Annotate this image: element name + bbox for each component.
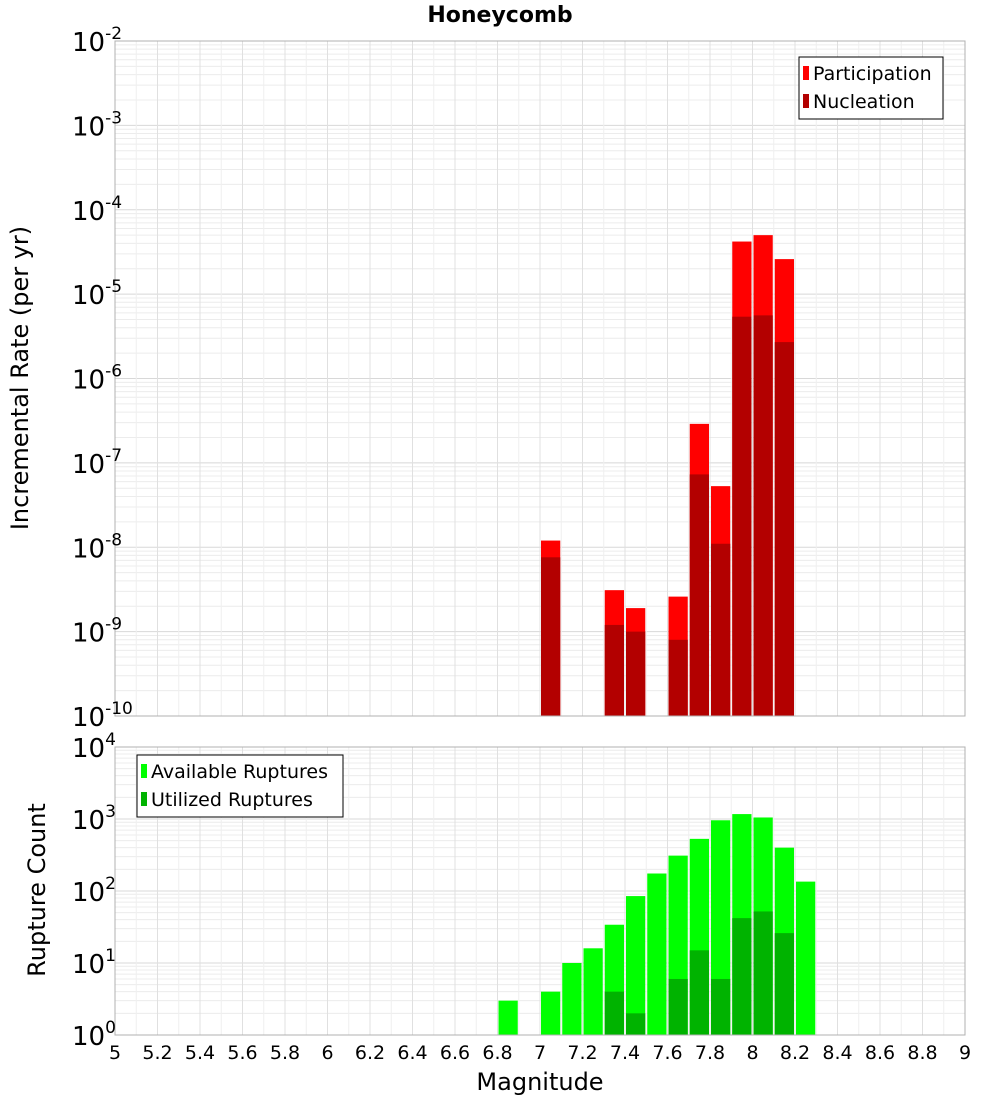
x-tick-label: 5.4 xyxy=(185,1042,215,1064)
x-tick-label: 8.8 xyxy=(907,1042,937,1064)
top-y-tick-label: 10-3 xyxy=(72,108,122,142)
bottom-bar-utilized-ruptures xyxy=(711,978,731,1035)
top-y-tick-label: 10-10 xyxy=(72,699,133,733)
x-tick-label: 6.8 xyxy=(482,1042,512,1064)
bottom-legend-label: Available Ruptures xyxy=(151,761,328,783)
x-tick-label: 5.8 xyxy=(270,1042,300,1064)
x-tick-label: 7.4 xyxy=(610,1042,640,1064)
bottom-bar-utilized-ruptures xyxy=(774,933,794,1035)
x-tick-label: 7.6 xyxy=(652,1042,682,1064)
top-plot-frame xyxy=(114,40,966,717)
bottom-bar-available-ruptures xyxy=(541,991,561,1035)
top-y-tick-label: 10-2 xyxy=(72,24,122,58)
x-tick-label: 7.8 xyxy=(695,1042,725,1064)
x-tick-label: 8 xyxy=(746,1042,758,1064)
bottom-y-tick-label: 104 xyxy=(72,730,116,764)
bottom-bar-utilized-ruptures xyxy=(668,978,688,1035)
x-tick-label: 5.2 xyxy=(142,1042,172,1064)
x-tick-label: 6.6 xyxy=(440,1042,470,1064)
top-bar-nucleation xyxy=(753,315,773,716)
x-tick-label: 8.6 xyxy=(865,1042,895,1064)
x-tick-label: 5.6 xyxy=(227,1042,257,1064)
x-tick-label: 9 xyxy=(959,1042,971,1064)
bottom-bar-utilized-ruptures xyxy=(626,1013,646,1035)
top-bar-nucleation xyxy=(711,543,731,716)
bottom-bar-available-ruptures xyxy=(498,1000,518,1035)
top-bar-nucleation xyxy=(689,474,709,716)
bottom-bar-available-ruptures xyxy=(626,896,646,1035)
bottom-bar-available-ruptures xyxy=(583,948,603,1035)
x-axis-ticks: 5 5.2 5.4 5.6 5.8 6 6.2 6.4 6.6 6.8 7 7.2 7.4 7.6 7.8 8… xyxy=(109,1042,971,1064)
x-tick-label: 7 xyxy=(534,1042,546,1064)
bottom-bar-utilized-ruptures xyxy=(732,918,752,1035)
top-y-tick-label: 10-9 xyxy=(72,615,122,649)
top-bar-nucleation xyxy=(604,624,624,716)
top-legend-swatch xyxy=(803,94,809,108)
top-y-tick-label: 10-6 xyxy=(72,362,122,396)
bottom-plot-frame xyxy=(114,746,966,1036)
top-legend xyxy=(798,56,944,120)
top-y-tick-label: 10-8 xyxy=(72,530,122,564)
top-bar-nucleation xyxy=(732,316,752,716)
x-tick-label: 8.2 xyxy=(780,1042,810,1064)
bottom-bar-utilized-ruptures xyxy=(689,950,709,1035)
bottom-bar-available-ruptures xyxy=(796,881,816,1035)
top-bar-nucleation xyxy=(668,639,688,716)
bottom-y-tick-label: 102 xyxy=(72,874,116,908)
top-plot-area: 10-10 10-9 10-8 10-7 10-6 10-5 10-4 10-3 10-2 Par… xyxy=(72,24,966,733)
x-tick-label: 8.4 xyxy=(822,1042,852,1064)
top-bar-nucleation xyxy=(541,557,561,716)
x-tick-label: 5 xyxy=(109,1042,121,1064)
x-tick-label: 7.2 xyxy=(567,1042,597,1064)
bottom-legend-label: Utilized Ruptures xyxy=(151,789,313,811)
bottom-legend-swatch xyxy=(141,792,147,806)
top-bar-nucleation xyxy=(774,342,794,716)
top-legend-label: Nucleation xyxy=(813,91,915,113)
x-tick-label: 6.2 xyxy=(355,1042,385,1064)
top-legend-swatch xyxy=(803,66,809,80)
x-tick-label: 6 xyxy=(321,1042,333,1064)
chart-title: Honeycomb xyxy=(427,3,572,28)
bottom-bar-available-ruptures xyxy=(647,873,667,1035)
top-y-tick-label: 10-5 xyxy=(72,277,122,311)
top-legend-label: Participation xyxy=(813,63,932,85)
x-tick-label: 6.4 xyxy=(397,1042,427,1064)
top-y-tick-label: 10-4 xyxy=(72,193,122,227)
bottom-y-tick-label: 100 xyxy=(72,1018,116,1052)
bottom-y-axis-label: Rupture Count xyxy=(23,803,51,977)
bottom-plot-area: 100 101 102 103 104 Available Ruptures Utilize… xyxy=(72,730,966,1052)
bottom-bar-utilized-ruptures xyxy=(604,991,624,1035)
top-bar-nucleation xyxy=(626,631,646,716)
bottom-y-tick-label: 101 xyxy=(72,946,116,980)
x-axis-label: Magnitude xyxy=(476,1068,603,1096)
top-y-axis-label: Incremental Rate (per yr) xyxy=(6,226,34,530)
bottom-legend-swatch xyxy=(141,764,147,778)
bottom-legend xyxy=(136,754,344,818)
top-y-tick-label: 10-7 xyxy=(72,446,122,480)
bottom-bar-utilized-ruptures xyxy=(753,911,773,1035)
bottom-bar-available-ruptures xyxy=(562,963,582,1035)
bottom-y-tick-label: 103 xyxy=(72,802,116,836)
